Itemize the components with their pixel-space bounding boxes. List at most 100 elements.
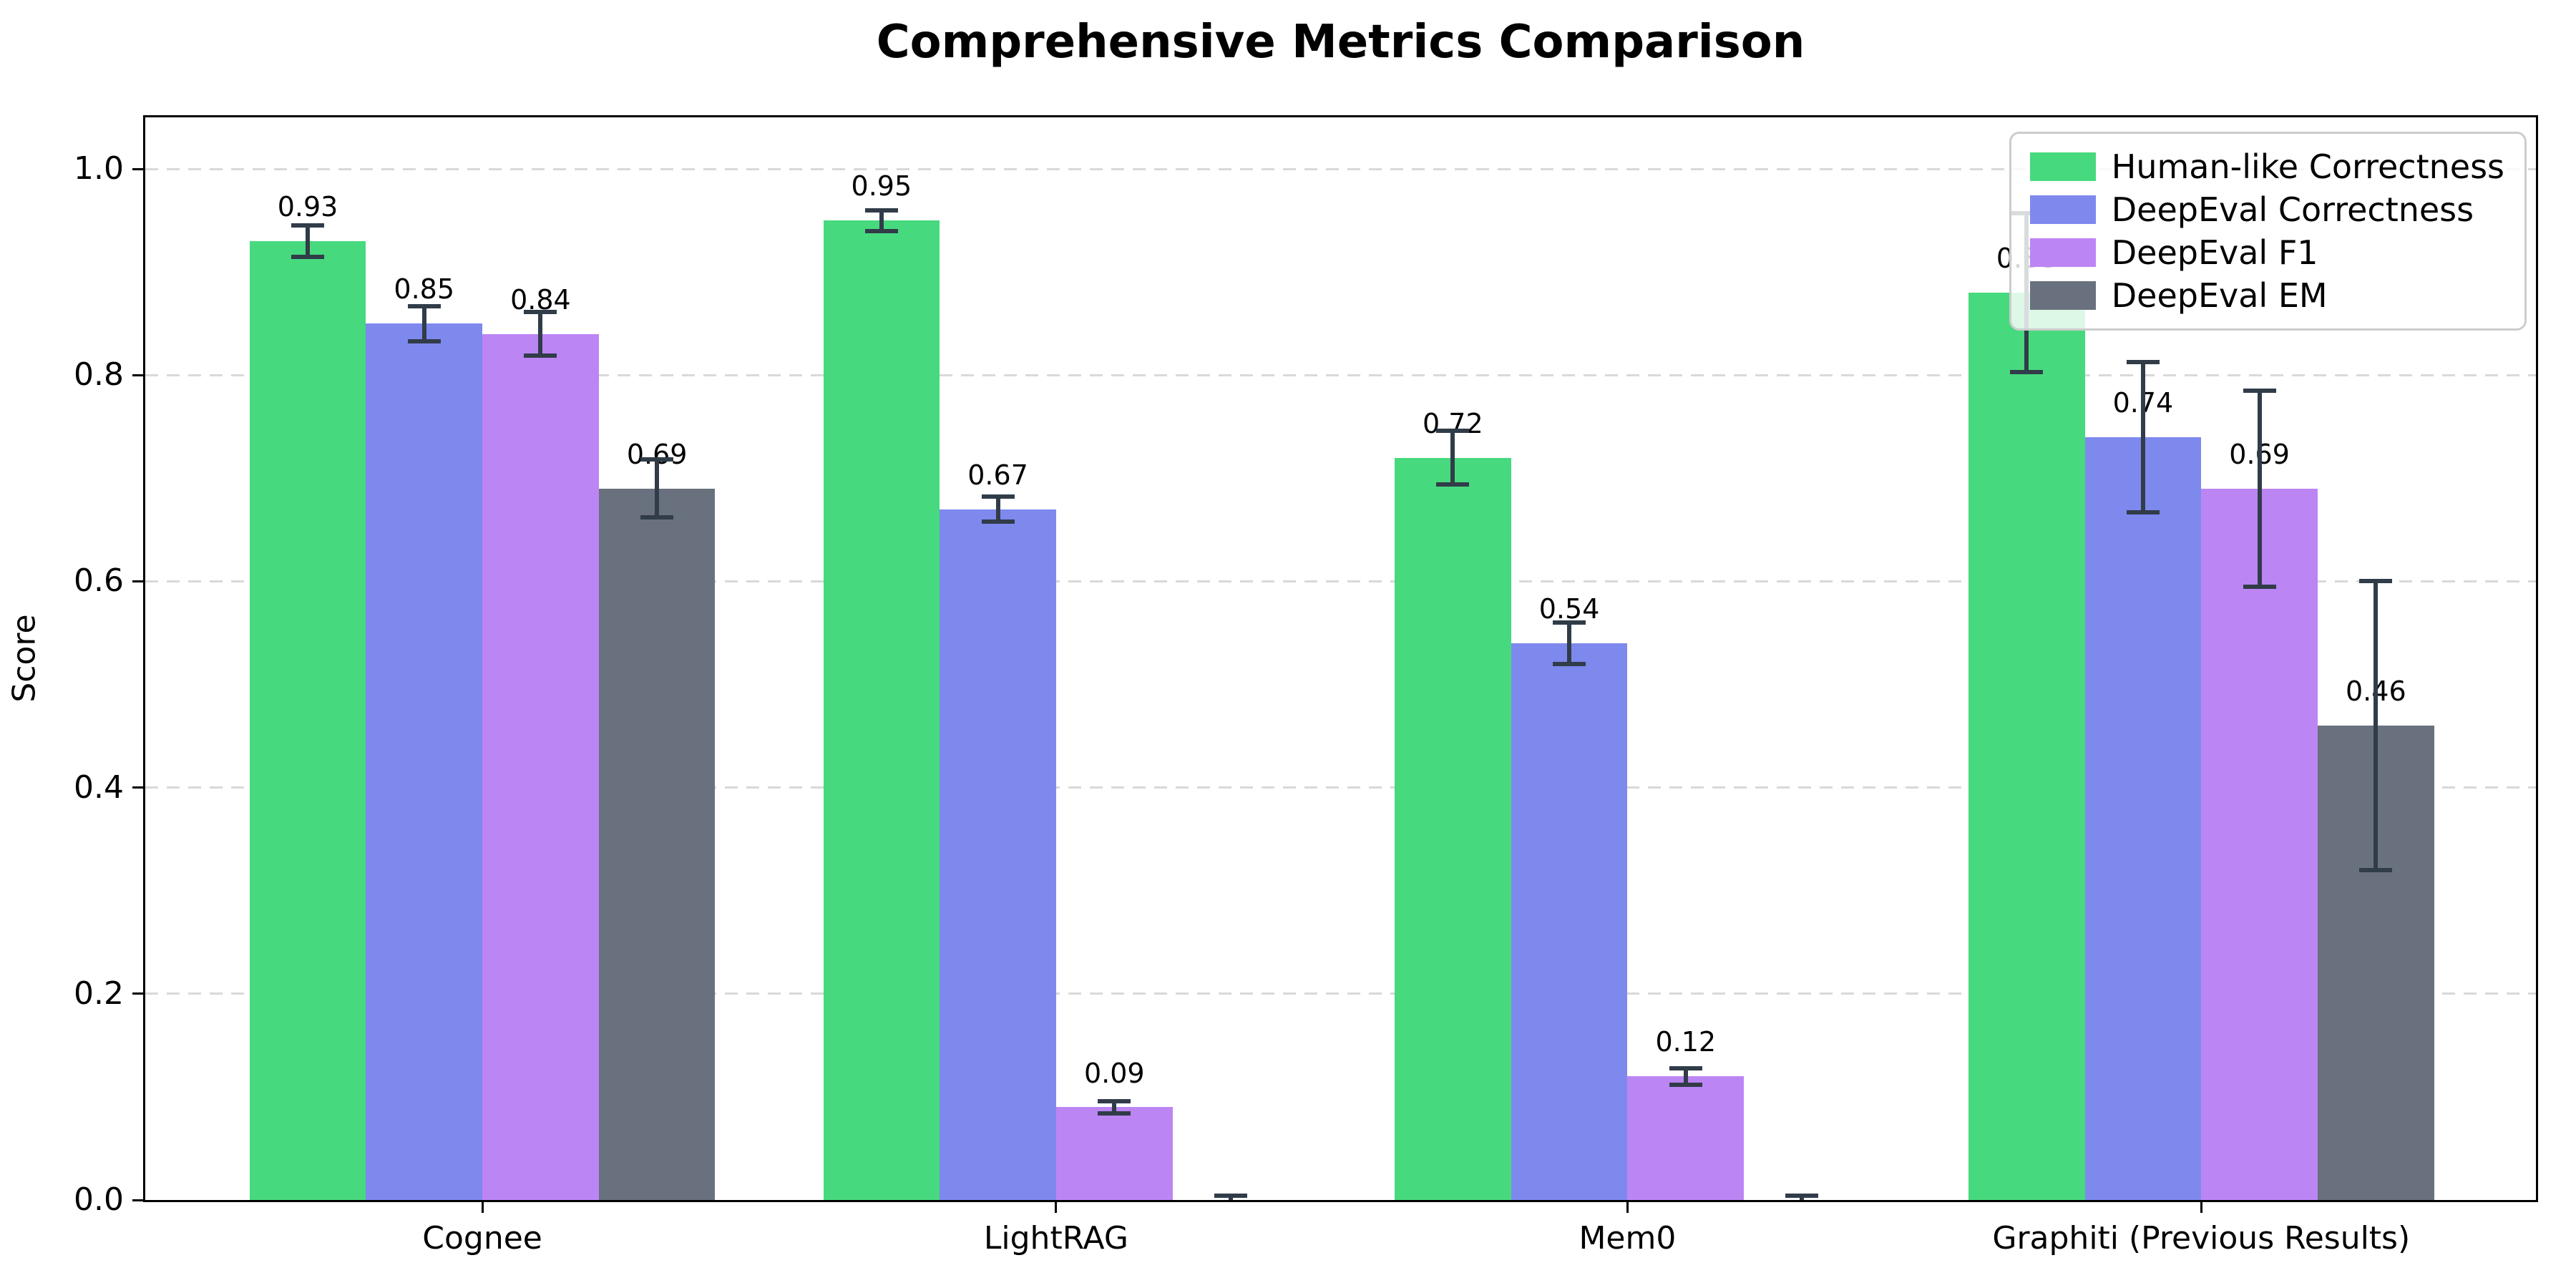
bar [366, 323, 483, 1200]
bar [2201, 488, 2318, 1200]
legend-label: Human-like Correctness [2111, 147, 2504, 186]
value-label: 0.54 [1538, 593, 1600, 625]
x-tick-label: Cognee [422, 1220, 542, 1257]
error-bar [538, 312, 543, 356]
value-label: 0.67 [967, 459, 1028, 491]
bar [823, 220, 940, 1200]
error-bar [1112, 1101, 1117, 1113]
y-axis-label: Score [6, 614, 43, 703]
chart-title: Comprehensive Metrics Comparison [876, 16, 1805, 69]
bar [940, 509, 1056, 1200]
bar [249, 240, 366, 1200]
bar [598, 488, 716, 1200]
x-tick-label: Mem0 [1579, 1220, 1677, 1257]
error-bar-cap-top [1436, 429, 1470, 434]
x-tick-mark [1055, 1200, 1058, 1213]
error-bar-cap-bottom [1098, 1111, 1131, 1116]
bar [1511, 643, 1628, 1200]
bar [482, 333, 599, 1200]
value-label: 0.84 [510, 283, 571, 316]
error-bar [306, 225, 311, 257]
error-bar-cap-bottom [864, 228, 898, 233]
y-tick-mark [132, 1199, 145, 1201]
y-tick-label: 0.6 [74, 562, 124, 600]
legend-entry: DeepEval Correctness [2029, 188, 2504, 231]
y-tick-mark [132, 167, 145, 170]
value-label: 0.09 [1083, 1057, 1145, 1089]
error-bar-cap-bottom [2359, 867, 2393, 872]
error-bar [2140, 361, 2145, 512]
plot-area: Human-like Correctness DeepEval Correctne… [74, 115, 2538, 1257]
error-bar-cap-bottom [2243, 584, 2276, 589]
y-tick-label: 1.0 [74, 150, 124, 187]
x-tick-label: Graphiti (Previous Results) [1992, 1220, 2411, 1257]
y-tick-label: 0.2 [74, 975, 124, 1012]
bar [2084, 436, 2202, 1200]
value-label: 0.93 [277, 191, 338, 223]
error-bar [1567, 623, 1572, 664]
error-bar-cap-top [981, 494, 1015, 499]
y-tick-mark [132, 580, 145, 582]
error-bar-cap-bottom [407, 338, 441, 343]
legend-label: DeepEval F1 [2111, 233, 2318, 272]
error-bar-cap-top [864, 208, 898, 213]
legend-label: DeepEval EM [2111, 276, 2328, 315]
error-bar-cap-bottom [1436, 482, 1470, 487]
value-label: 0.12 [1655, 1026, 1717, 1058]
gridline [145, 992, 2536, 995]
error-bar-cap-top [1785, 1194, 1819, 1199]
error-bar-cap-bottom [981, 519, 1015, 524]
error-bar-cap-bottom [640, 515, 674, 520]
error-bar [2257, 390, 2262, 587]
bar [1968, 292, 2085, 1200]
gridline [145, 786, 2536, 789]
error-bar [421, 306, 426, 341]
error-bar-cap-top [1098, 1098, 1131, 1103]
error-bar-cap-top [291, 223, 325, 228]
legend-swatch [2029, 238, 2096, 267]
gridline [145, 580, 2536, 582]
legend: Human-like Correctness DeepEval Correctne… [2009, 132, 2527, 331]
legend-swatch [2029, 152, 2096, 181]
error-bar-cap-top [1214, 1194, 1247, 1199]
error-bar [1450, 431, 1455, 484]
legend-entry: DeepEval F1 [2029, 231, 2504, 274]
error-bar-cap-bottom [1553, 661, 1586, 666]
legend-swatch [2029, 281, 2096, 310]
y-tick-label: 0.4 [74, 769, 124, 806]
error-bar-cap-bottom [291, 254, 325, 259]
bar [1395, 457, 1511, 1200]
error-bar-cap-bottom [1669, 1082, 1702, 1087]
y-tick-label: 0.0 [74, 1181, 124, 1218]
error-bar-cap-top [524, 310, 557, 315]
error-bar [2373, 581, 2379, 870]
bar [1627, 1076, 1745, 1200]
y-tick-label: 0.8 [74, 356, 124, 394]
error-bar [879, 210, 884, 231]
legend-swatch [2029, 195, 2096, 224]
error-bar-cap-top [407, 303, 441, 308]
legend-entry: DeepEval EM [2029, 274, 2504, 317]
error-bar-cap-top [1553, 620, 1586, 625]
error-bar-cap-top [2126, 359, 2160, 364]
error-bar [995, 497, 1000, 522]
bar [1055, 1107, 1173, 1200]
y-tick-mark [132, 992, 145, 995]
legend-label: DeepEval Correctness [2111, 190, 2474, 229]
error-bar-cap-top [2243, 388, 2276, 393]
error-bar [655, 459, 660, 518]
x-tick-label: LightRAG [983, 1220, 1128, 1257]
x-tick-mark [481, 1200, 484, 1213]
x-tick-mark [1626, 1200, 1629, 1213]
y-tick-mark [132, 786, 145, 789]
y-tick-mark [132, 374, 145, 376]
value-label: 0.95 [851, 170, 912, 203]
error-bar-cap-bottom [2010, 369, 2044, 374]
gridline [145, 374, 2536, 376]
legend-entry: Human-like Correctness [2029, 145, 2504, 188]
gridline [145, 167, 2536, 170]
error-bar-cap-bottom [524, 353, 557, 358]
error-bar [1683, 1068, 1688, 1085]
x-tick-mark [2200, 1200, 2202, 1213]
